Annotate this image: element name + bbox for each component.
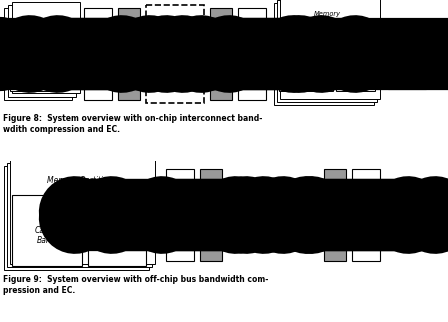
Text: Compressor/
Decompressor: Compressor/ Decompressor	[91, 30, 104, 78]
Text: DRAM: DRAM	[408, 211, 431, 220]
Bar	[277, 0, 377, 102]
Bar	[336, 32, 375, 91]
Text: Streaming
Multiprocessor: Streaming Multiprocessor	[16, 34, 68, 47]
Bar	[274, 3, 374, 105]
Bar	[118, 8, 140, 100]
Bar	[4, 166, 149, 270]
Bar	[324, 169, 346, 261]
Bar	[238, 8, 266, 100]
Text: L2 Cache
Bank: L2 Cache Bank	[292, 56, 320, 67]
Text: Energy Control: Energy Control	[126, 29, 132, 79]
Bar	[398, 180, 440, 250]
Text: Off-chip Bus: Off-chip Bus	[263, 212, 306, 218]
Bar	[4, 8, 72, 100]
Polygon shape	[251, 186, 285, 244]
Text: L1D: L1D	[28, 75, 42, 81]
Bar	[146, 5, 204, 103]
Text: Compressor/
Decompressor: Compressor/ Decompressor	[246, 30, 258, 78]
Bar	[352, 169, 380, 261]
Bar	[88, 195, 146, 266]
Text: Memory Partition: Memory Partition	[47, 176, 112, 185]
Text: Energy Control: Energy Control	[218, 29, 224, 79]
Text: Energy Control: Energy Control	[332, 190, 338, 240]
Text: Compressor/
Decompressor: Compressor/ Decompressor	[359, 191, 372, 239]
Bar	[280, 0, 380, 99]
Bar	[10, 160, 155, 264]
Bar	[12, 195, 82, 266]
Text: Memory
Partition: Memory Partition	[313, 11, 341, 24]
Text: Compressor/
Decompressor: Compressor/ Decompressor	[173, 191, 186, 239]
Text: NoC: NoC	[159, 47, 191, 61]
Bar	[7, 163, 152, 267]
Bar	[8, 5, 76, 97]
Polygon shape	[285, 186, 319, 244]
Text: Memory
Controller: Memory Controller	[99, 224, 134, 237]
Bar	[166, 169, 194, 261]
Bar	[210, 8, 232, 100]
Text: Figure 8:  System overview with on-chip interconnect band-
wdith compression and: Figure 8: System overview with on-chip i…	[3, 114, 263, 134]
Text: DRAM: DRAM	[396, 50, 418, 59]
Text: Memory
Controller: Memory Controller	[340, 56, 370, 67]
Bar	[84, 8, 112, 100]
Text: L2
Cache
Bank: L2 Cache Bank	[35, 216, 59, 245]
Bar	[388, 19, 426, 89]
Bar	[200, 169, 222, 261]
Bar	[10, 65, 60, 91]
Bar	[279, 32, 333, 91]
Text: Energy Control: Energy Control	[208, 190, 214, 240]
Text: Figure 9:  System overview with off-chip bus bandwidth com-
pression and EC.: Figure 9: System overview with off-chip …	[3, 275, 268, 295]
Bar	[12, 2, 80, 93]
